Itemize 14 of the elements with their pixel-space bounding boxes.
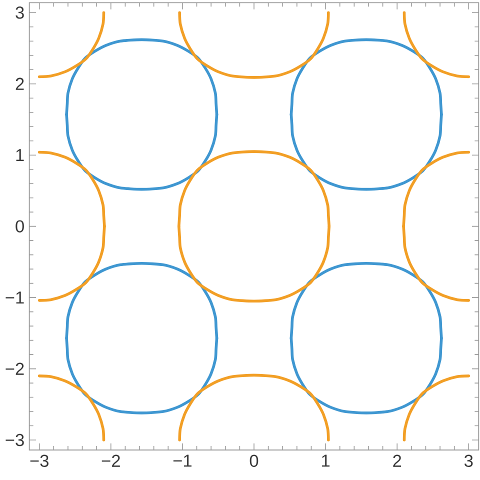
x-tick-label: −2 (102, 454, 120, 467)
y-tick-label: 0 (16, 220, 24, 232)
x-tick-label: 2 (393, 454, 402, 467)
y-tick-label: 2 (16, 78, 24, 90)
y-tick-label: 3 (16, 6, 24, 19)
y-tick-label: −2 (6, 362, 24, 375)
x-tick-label: −3 (30, 454, 48, 467)
x-tick-label: 0 (250, 454, 258, 467)
y-tick-label: −1 (6, 292, 24, 304)
x-tick-label: 1 (322, 454, 330, 467)
x-tick-label: 3 (464, 454, 473, 467)
x-tick-label: −1 (173, 454, 192, 467)
y-tick-label: 1 (16, 149, 24, 162)
y-tick-label: −3 (6, 434, 24, 446)
